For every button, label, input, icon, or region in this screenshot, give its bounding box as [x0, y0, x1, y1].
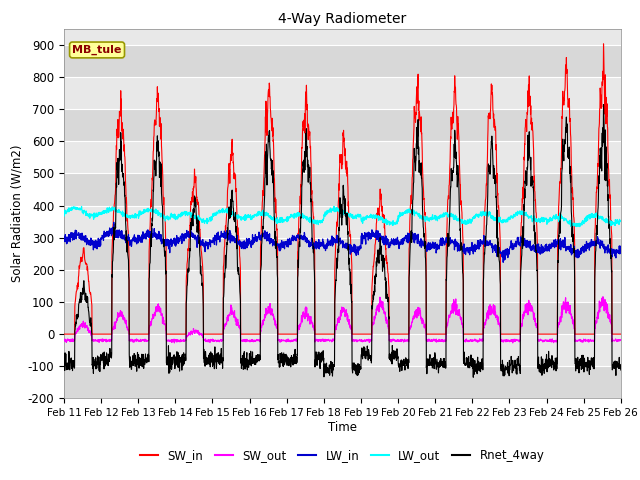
Bar	[64, 77, 621, 109]
Bar	[64, 205, 621, 238]
Title: 4-Way Radiometer: 4-Way Radiometer	[278, 12, 406, 26]
Bar	[64, 302, 621, 334]
Legend: SW_in, SW_out, LW_in, LW_out, Rnet_4way: SW_in, SW_out, LW_in, LW_out, Rnet_4way	[136, 444, 549, 467]
Bar	[64, 238, 621, 270]
X-axis label: Time: Time	[328, 421, 357, 434]
Text: MB_tule: MB_tule	[72, 45, 122, 55]
Bar	[64, 109, 621, 141]
Bar	[64, 45, 621, 77]
Bar	[64, 173, 621, 205]
Y-axis label: Solar Radiation (W/m2): Solar Radiation (W/m2)	[10, 145, 24, 282]
Bar	[64, 270, 621, 302]
Bar	[64, 334, 621, 366]
Bar	[64, 141, 621, 173]
Bar	[64, 366, 621, 398]
